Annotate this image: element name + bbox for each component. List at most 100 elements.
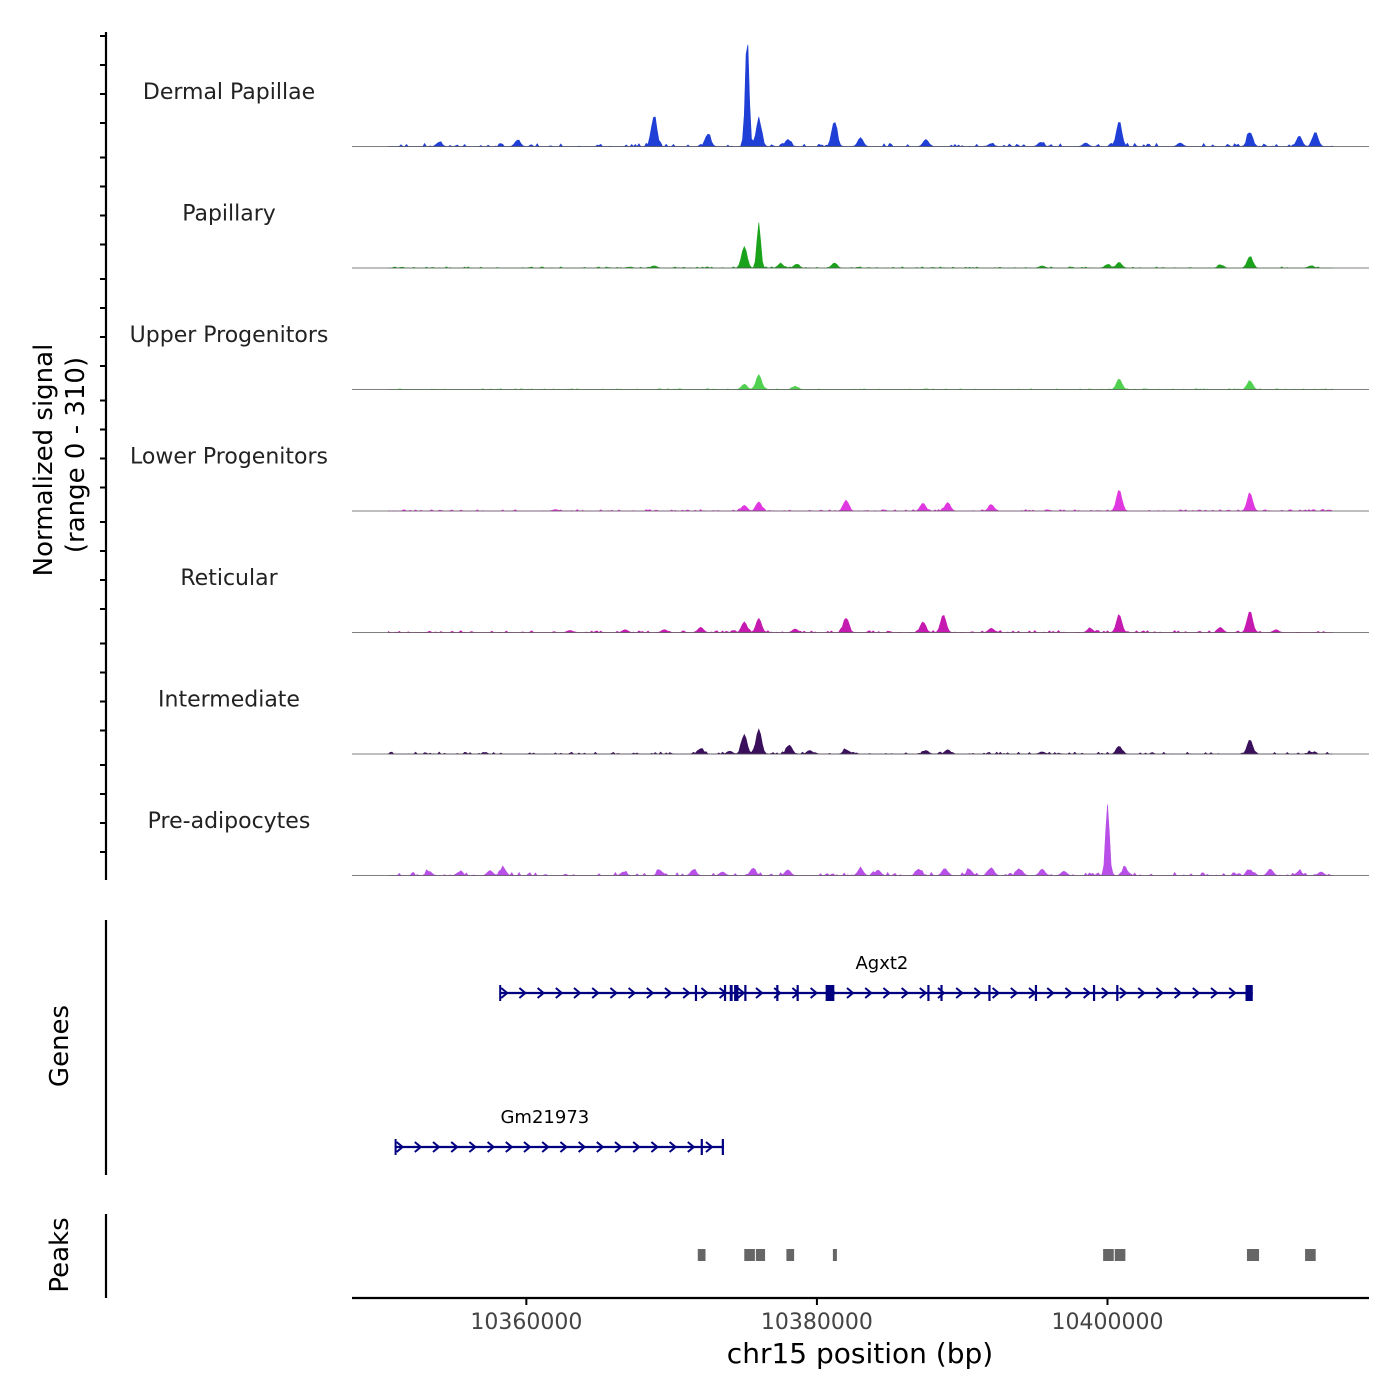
coverage-tracks: Dermal Papillae Papillary Upper Progenitor… [130,44,1369,877]
signal-area [388,611,1333,633]
strand-arrow [846,987,855,999]
peak-region [832,1249,837,1261]
strand-arrow [646,987,655,999]
strand-arrow [737,987,746,999]
coverage-ylabel-line1: Normalized signal [29,344,59,577]
strand-arrow [973,987,982,999]
strand-arrow [468,1141,477,1153]
strand-arrow [523,1141,532,1153]
strand-arrow [755,987,764,999]
exon [723,985,727,1001]
strand-arrow [541,1141,550,1153]
strand-arrow [614,1141,623,1153]
strand-arrow [591,987,600,999]
exon [825,985,835,1001]
track-label: Papillary [182,202,276,227]
strand-arrow [414,1141,423,1153]
signal-area [387,728,1333,755]
exon [744,985,747,1001]
exon [1092,985,1096,1001]
strand-arrow [668,1141,678,1153]
peak-region [786,1249,795,1261]
coverage-track: Intermediate [158,688,1369,755]
strand-arrow [486,1141,496,1153]
strand-arrow [773,987,782,999]
peak-regions [697,1249,1316,1261]
strand-arrow [1137,987,1146,999]
signal-area [388,490,1333,512]
strand-arrow [577,1141,587,1153]
exon [721,1139,724,1155]
signal-area [388,804,1333,877]
strand-arrow [632,1141,641,1153]
strand-arrow [1173,987,1183,999]
strand-arrow [919,987,928,999]
strand-arrow [687,1141,696,1153]
x-tick-label: 10360000 [470,1310,582,1335]
exon [927,985,930,1001]
strand-arrow [900,987,910,999]
peak-region [1103,1249,1114,1261]
exon [694,985,698,1001]
gene-annotations: Agxt2 Gm21973 [394,953,1253,1155]
exon [1245,985,1253,1001]
coverage-track: Lower Progenitors [130,445,1369,512]
genes-ylabel: Genes [45,1005,75,1087]
strand-arrow [1192,987,1201,999]
coverage-track: Dermal Papillae [143,44,1369,148]
coverage-track: Pre-adipocytes [148,804,1369,877]
strand-arrow [1010,987,1019,999]
track-label: Lower Progenitors [130,445,328,470]
signal-area [388,374,1333,390]
coverage-ylabel-line2: (range 0 - 310) [61,357,91,553]
peaks-ylabel: Peaks [45,1217,75,1292]
exon [729,985,733,1001]
coverage-y-ticks [100,35,106,853]
strand-arrow [864,987,873,999]
peak-region [744,1249,755,1261]
x-axis-ticks: 10360000 10380000 10400000 [470,1298,1163,1335]
coverage-track: Papillary [182,202,1369,269]
strand-arrow [596,1141,605,1153]
exon [1116,985,1119,1001]
gene-label: Agxt2 [855,953,908,974]
peak-region [697,1249,706,1261]
strand-arrow [809,987,819,999]
strand-arrow [1101,987,1110,999]
x-tick-label: 10380000 [761,1310,873,1335]
strand-arrow [1082,987,1092,999]
exon [796,985,799,1001]
strand-arrow [937,987,946,999]
strand-arrow [555,987,564,999]
strand-arrow [573,987,582,999]
strand-arrow [559,1141,568,1153]
coverage-track: Reticular [180,566,1369,633]
track-label: Reticular [180,566,278,591]
exon [734,985,739,1001]
strand-arrow [450,1141,459,1153]
strand-arrow [395,1141,405,1153]
track-label: Intermediate [158,688,300,713]
exon [988,985,991,1001]
track-label: Upper Progenitors [130,323,329,348]
strand-arrow [682,987,691,999]
track-label: Pre-adipocytes [148,809,311,834]
exon [776,985,779,1001]
peak-region [755,1249,766,1261]
strand-arrow [664,987,673,999]
strand-arrow [518,987,527,999]
strand-arrow [500,987,509,999]
strand-arrow [1210,987,1219,999]
exon [940,985,943,1001]
strand-arrow [609,987,618,999]
strand-arrow [1046,987,1055,999]
gene-label: Gm21973 [500,1107,589,1128]
gene: Gm21973 [394,1107,724,1155]
track-label: Dermal Papillae [143,80,315,105]
strand-arrow [1064,987,1073,999]
peak-region [1114,1249,1126,1261]
peak-region [1305,1249,1316,1261]
strand-arrow [882,987,891,999]
strand-arrow [627,987,637,999]
strand-arrow [700,987,709,999]
